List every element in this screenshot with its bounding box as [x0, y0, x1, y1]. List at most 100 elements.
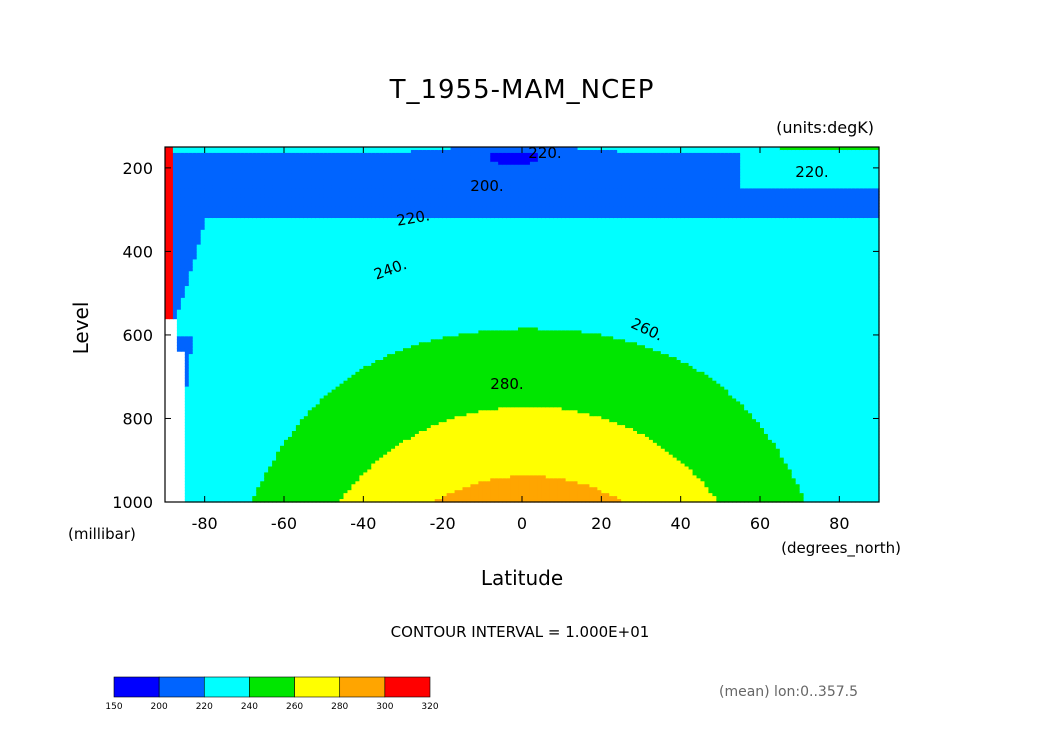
- contour-cell: [236, 324, 241, 329]
- contour-cell: [168, 194, 174, 198]
- contour-cell: [176, 244, 182, 249]
- contour-cell: [220, 469, 226, 474]
- contour-cell: [236, 327, 241, 332]
- contour-cell: [224, 241, 230, 246]
- contour-cell: [200, 318, 206, 323]
- contour-cell: [208, 333, 214, 337]
- contour-cell: [180, 336, 186, 340]
- contour-cell: [168, 203, 174, 207]
- contour-cell: [196, 315, 202, 320]
- contour-cell: [208, 235, 214, 240]
- contour-cell: [172, 274, 178, 278]
- contour-cell: [200, 371, 206, 376]
- contour-cell: [232, 490, 237, 494]
- contour-cell: [208, 238, 214, 243]
- contour-cell: [200, 209, 206, 213]
- contour-cell: [228, 173, 234, 178]
- contour-cell: [232, 404, 237, 408]
- contour-cell: [244, 212, 249, 216]
- contour-cell: [240, 410, 245, 414]
- contour-cell: [204, 294, 210, 299]
- contour-cell: [228, 147, 234, 151]
- contour-cell: [204, 321, 210, 326]
- contour-cell: [204, 475, 210, 479]
- contour-cell: [236, 460, 241, 465]
- contour-cell: [172, 194, 178, 198]
- contour-cell: [196, 318, 202, 323]
- contour-cell: [224, 155, 230, 160]
- contour-cell: [208, 431, 214, 435]
- contour-cell: [192, 262, 198, 266]
- contour-cell: [192, 212, 198, 216]
- contour-cell: [204, 407, 210, 411]
- contour-cell: [188, 371, 194, 376]
- contour-cell: [165, 303, 170, 308]
- contour-cell: [176, 173, 182, 178]
- contour-cell: [232, 194, 237, 198]
- contour-cell: [236, 164, 241, 169]
- contour-cell: [188, 312, 194, 317]
- contour-cell: [208, 374, 214, 379]
- contour-cell: [220, 268, 226, 272]
- contour-cell: [228, 354, 234, 358]
- contour-cell: [220, 291, 226, 296]
- contour-cell: [196, 345, 202, 349]
- contour-cell: [208, 303, 214, 308]
- contour-cell: [232, 374, 237, 379]
- contour-cell: [188, 463, 194, 468]
- contour-cell: [188, 345, 194, 349]
- contour-cell: [240, 241, 245, 246]
- contour-cell: [216, 241, 222, 246]
- contour-cell: [208, 232, 214, 237]
- contour-cell: [208, 330, 214, 334]
- contour-cell: [192, 368, 198, 373]
- contour-cell: [216, 309, 222, 314]
- contour-cell: [192, 493, 198, 497]
- contour-cell: [228, 389, 234, 394]
- contour-cell: [228, 164, 234, 169]
- contour-cell: [208, 158, 214, 163]
- contour-cell: [236, 333, 241, 337]
- contour-cell: [236, 433, 241, 438]
- contour-cell: [236, 389, 241, 394]
- contour-cell: [188, 478, 194, 482]
- contour-cell: [200, 300, 206, 305]
- contour-cell: [228, 496, 234, 500]
- contour-cell: [212, 179, 218, 184]
- contour-cell: [208, 147, 214, 151]
- contour-cell: [212, 490, 218, 494]
- contour-cell: [220, 493, 226, 497]
- contour-cell: [172, 173, 178, 178]
- contour-cell: [168, 149, 174, 154]
- contour-cell: [236, 176, 241, 181]
- contour-cell: [192, 253, 198, 258]
- contour-cell: [232, 493, 237, 497]
- contour-cell: [165, 235, 170, 240]
- contour-cell: [212, 262, 218, 266]
- contour-cell: [192, 268, 198, 272]
- contour-cell: [196, 262, 202, 266]
- contour-cell: [168, 247, 174, 252]
- contour-cell: [200, 389, 206, 394]
- contour-cell: [224, 206, 230, 210]
- contour-cell: [188, 457, 194, 462]
- contour-cell: [165, 315, 170, 320]
- contour-cell: [224, 321, 230, 326]
- contour-cell: [236, 206, 241, 210]
- contour-cell: [208, 404, 214, 408]
- contour-cell: [208, 419, 214, 423]
- contour-cell: [232, 469, 237, 474]
- contour-cell: [216, 460, 222, 465]
- contour-cell: [224, 354, 230, 358]
- contour-cell: [220, 223, 226, 228]
- contour-cell: [208, 357, 214, 361]
- contour-cell: [228, 407, 234, 411]
- contour-cell: [212, 294, 218, 299]
- contour-cell: [224, 259, 230, 263]
- contour-cell: [168, 176, 174, 181]
- contour-cell: [180, 223, 186, 228]
- contour-cell: [240, 291, 245, 296]
- contour-cell: [196, 274, 202, 278]
- contour-cell: [224, 484, 230, 488]
- contour-cell: [204, 244, 210, 249]
